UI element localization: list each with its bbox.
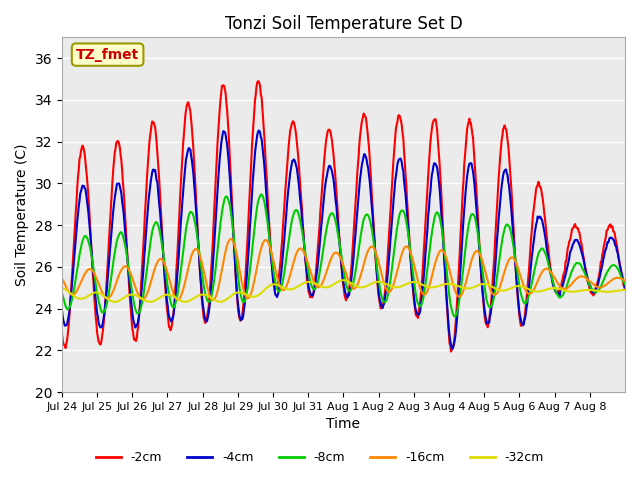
-8cm: [403, 218, 410, 224]
-4cm: [255, 128, 262, 133]
Line: -2cm: -2cm: [62, 81, 625, 351]
-32cm: [435, 283, 442, 289]
-8cm: [58, 291, 66, 297]
-8cm: [228, 214, 236, 219]
Title: Tonzi Soil Temperature Set D: Tonzi Soil Temperature Set D: [225, 15, 462, 33]
-4cm: [58, 307, 66, 312]
Line: -8cm: -8cm: [62, 194, 625, 317]
-4cm: [621, 285, 629, 290]
-32cm: [403, 281, 411, 287]
-8cm: [278, 284, 285, 290]
Line: -32cm: -32cm: [62, 280, 625, 302]
-4cm: [256, 130, 264, 135]
-2cm: [434, 137, 442, 143]
-4cm: [228, 202, 236, 207]
-16cm: [621, 278, 629, 284]
-32cm: [58, 286, 66, 291]
-16cm: [124, 265, 132, 271]
-16cm: [435, 251, 442, 256]
-16cm: [209, 297, 217, 303]
-32cm: [621, 287, 629, 293]
-8cm: [434, 210, 442, 216]
Y-axis label: Soil Temperature (C): Soil Temperature (C): [15, 144, 29, 286]
Line: -4cm: -4cm: [62, 131, 625, 349]
-8cm: [621, 281, 629, 287]
-32cm: [124, 292, 132, 298]
-32cm: [228, 292, 236, 298]
-16cm: [278, 287, 286, 293]
-4cm: [278, 268, 285, 274]
-8cm: [124, 260, 132, 266]
-32cm: [278, 284, 285, 290]
-8cm: [258, 192, 266, 197]
-32cm: [256, 291, 264, 297]
-4cm: [403, 200, 410, 205]
-2cm: [124, 266, 132, 272]
-2cm: [403, 180, 410, 186]
-2cm: [58, 330, 66, 336]
-2cm: [447, 348, 455, 354]
-4cm: [124, 264, 132, 269]
Line: -16cm: -16cm: [62, 239, 625, 300]
-8cm: [451, 314, 458, 320]
X-axis label: Time: Time: [326, 418, 360, 432]
-32cm: [340, 277, 348, 283]
-2cm: [254, 78, 262, 84]
-8cm: [255, 194, 263, 200]
-4cm: [434, 169, 442, 175]
Text: TZ_fmet: TZ_fmet: [76, 48, 140, 61]
-2cm: [228, 188, 236, 193]
-4cm: [449, 346, 456, 352]
-2cm: [256, 84, 264, 89]
-16cm: [227, 236, 235, 242]
Legend: -2cm, -4cm, -8cm, -16cm, -32cm: -2cm, -4cm, -8cm, -16cm, -32cm: [91, 446, 549, 469]
-2cm: [278, 246, 285, 252]
-16cm: [229, 238, 237, 244]
-16cm: [257, 246, 265, 252]
-16cm: [403, 244, 411, 250]
-2cm: [621, 287, 629, 292]
-16cm: [58, 276, 66, 282]
-32cm: [181, 299, 189, 305]
